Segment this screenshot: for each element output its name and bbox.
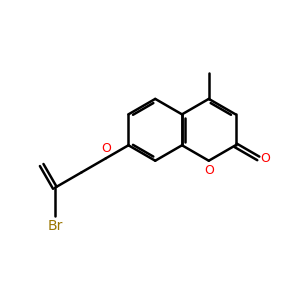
Text: O: O (204, 164, 214, 177)
Text: O: O (261, 152, 271, 165)
Text: Br: Br (47, 219, 62, 233)
Text: O: O (101, 142, 111, 155)
